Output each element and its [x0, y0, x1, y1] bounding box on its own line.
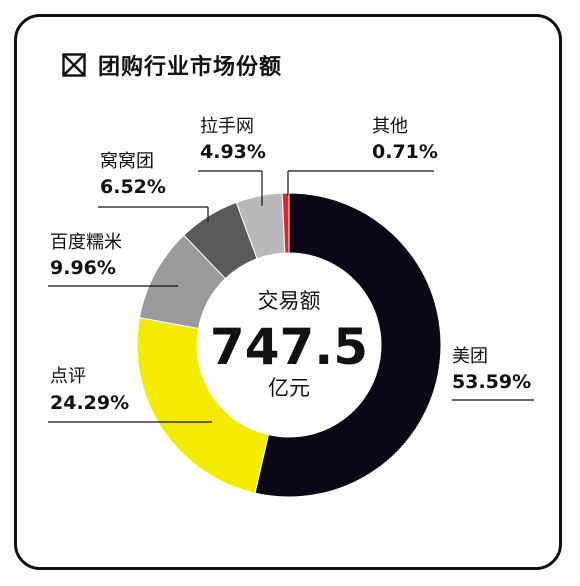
- label-value-dianping: 24.29%: [50, 392, 129, 414]
- label-name-meituan: 美团: [452, 346, 488, 367]
- slice-dianping: [136, 317, 270, 494]
- label-value-wowotuan: 6.52%: [100, 176, 166, 198]
- label-name-dianping: 点评: [50, 366, 86, 387]
- chart-header: 团购行业市场份额: [62, 50, 282, 80]
- label-value-baidu-nuomi: 9.96%: [50, 257, 116, 279]
- donut-slices: [136, 192, 442, 498]
- label-name-wowotuan: 窝窝团: [100, 151, 154, 172]
- boxed-x-icon: [62, 53, 86, 77]
- slice-meituan: [254, 192, 442, 498]
- leader-lines: [48, 170, 534, 423]
- center-label: 交易额: [258, 289, 321, 313]
- label-name-baidu-nuomi: 百度糯米: [50, 232, 122, 253]
- label-value-meituan: 53.59%: [452, 371, 531, 393]
- label-name-lashou: 拉手网: [200, 116, 254, 137]
- label-value-lashou: 4.93%: [200, 141, 266, 163]
- label-value-other: 0.71%: [372, 141, 438, 163]
- label-name-other: 其他: [372, 116, 408, 137]
- center-value: 747.5: [210, 318, 368, 376]
- slice-labels: 美团 53.59% 点评 24.29% 百度糯米 9.96% 窝窝团 6.52% 拉手网 4.93…: [50, 116, 531, 414]
- chart-title: 团购行业市场份额: [98, 55, 283, 80]
- center-unit: 亿元: [268, 376, 310, 400]
- slice-other: [281, 192, 290, 254]
